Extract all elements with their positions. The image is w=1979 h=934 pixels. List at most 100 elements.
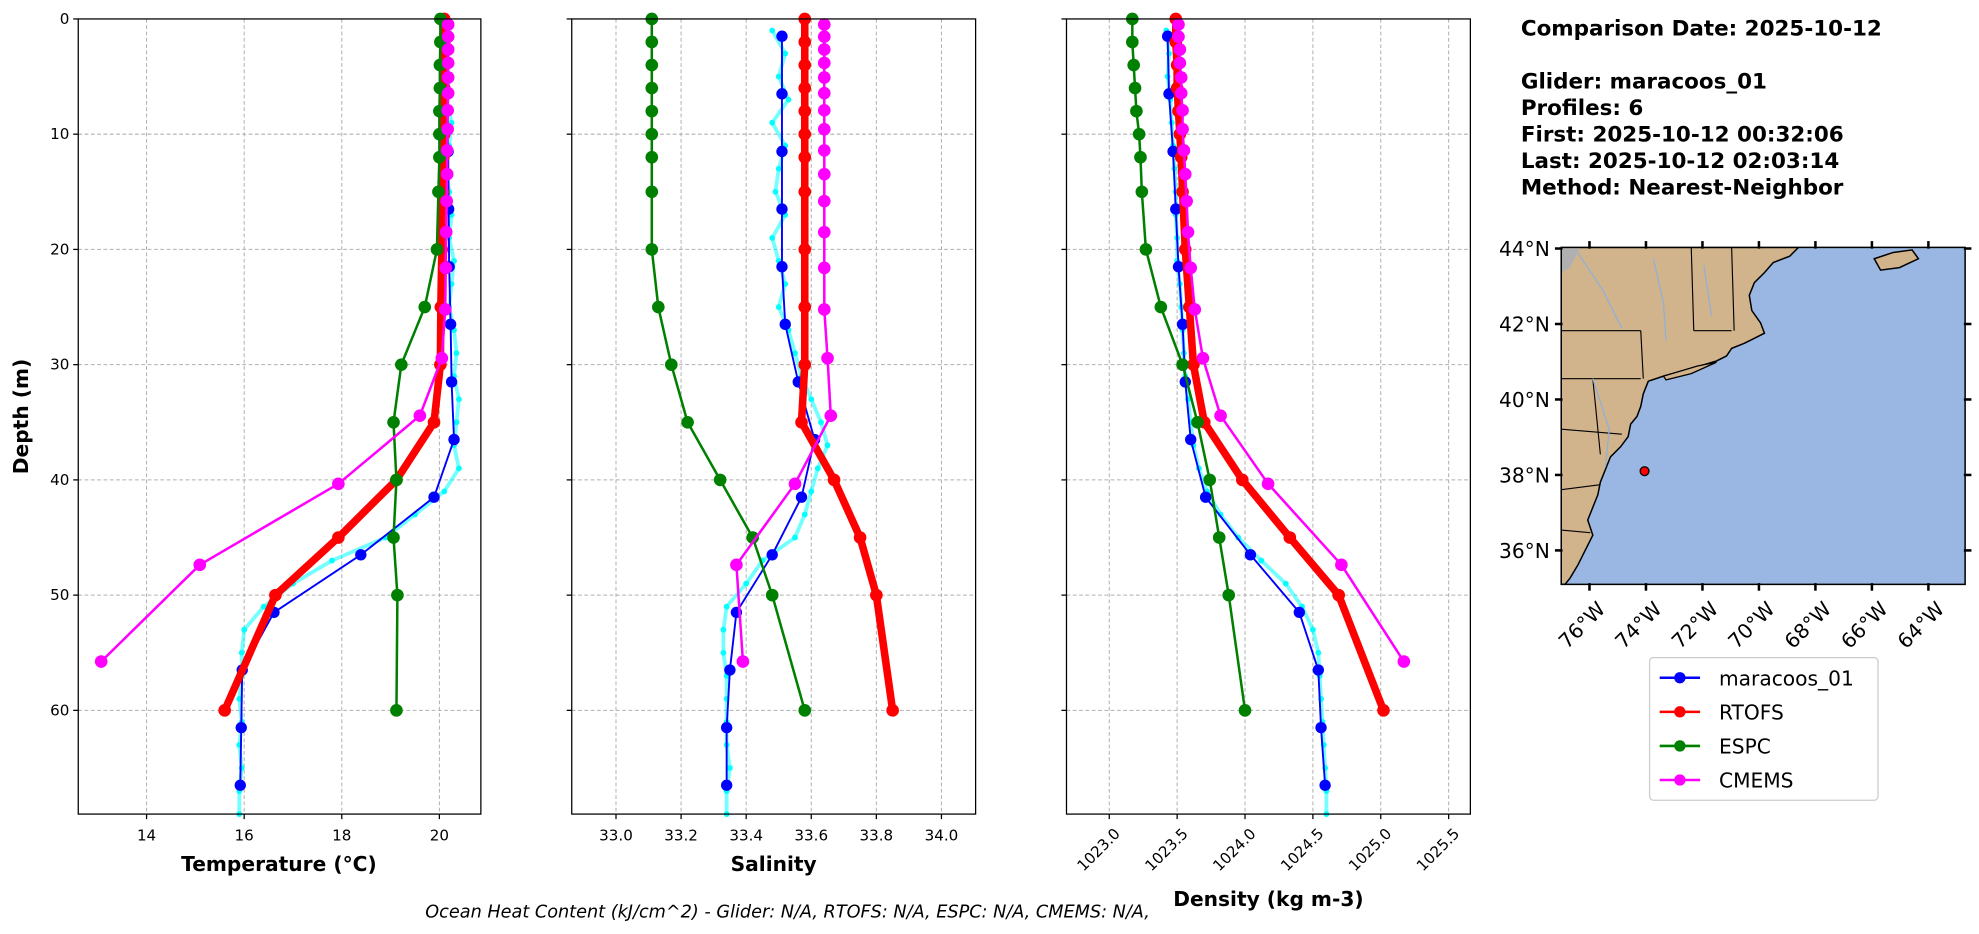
marker: [441, 122, 454, 136]
marker: [720, 721, 733, 734]
x-tick-label: 33.6: [794, 827, 828, 845]
marker: [795, 491, 808, 503]
raw-point: [801, 511, 808, 518]
raw-point: [1282, 580, 1289, 587]
marker: [439, 261, 453, 275]
x-tick-label: 1025.5: [1413, 825, 1463, 875]
marker: [441, 56, 455, 70]
raw-point: [818, 419, 824, 426]
marker: [776, 261, 788, 273]
x-tick-label: 14: [137, 827, 156, 845]
marker: [444, 318, 457, 331]
marker: [1134, 150, 1147, 164]
raw-point: [1309, 626, 1316, 633]
marker: [1335, 558, 1348, 572]
marker: [418, 300, 432, 314]
map-lon-label: 68°W: [1780, 597, 1836, 653]
marker: [193, 558, 207, 572]
land: [1561, 247, 1800, 585]
marker: [827, 473, 841, 487]
raw-point: [743, 580, 750, 587]
x-tick-label: 1025.0: [1345, 825, 1395, 875]
raw-point: [769, 27, 776, 34]
marker: [645, 185, 659, 199]
marker: [798, 58, 812, 72]
marker: [795, 415, 808, 429]
map-lon-label: 74°W: [1610, 597, 1666, 653]
raw-point: [329, 557, 335, 564]
marker: [387, 531, 400, 544]
marker: [355, 549, 367, 561]
marker: [413, 409, 427, 423]
marker: [798, 243, 812, 256]
marker: [441, 86, 455, 100]
marker: [1214, 409, 1227, 423]
y-tick-label: 30: [50, 356, 69, 374]
marker: [1185, 433, 1197, 446]
marker: [681, 415, 694, 429]
x-axis-label: Salinity: [731, 852, 817, 876]
raw-point: [772, 188, 779, 195]
raw-point: [814, 465, 821, 472]
marker: [1319, 779, 1331, 791]
marker: [1377, 704, 1390, 717]
map-lon-label: 76°W: [1554, 597, 1610, 653]
marker: [1332, 588, 1345, 602]
y-axis-label: Depth (m): [9, 359, 33, 474]
info-line: First: 2025-10-12 00:32:06: [1521, 122, 1844, 147]
rivers: [1577, 252, 1713, 468]
raw-point: [808, 488, 815, 495]
marker: [1132, 127, 1146, 141]
marker: [1244, 549, 1257, 561]
lakes: [1561, 247, 1581, 273]
marker: [269, 588, 282, 602]
marker: [1130, 104, 1143, 118]
x-tick-label: 18: [332, 827, 351, 845]
marker: [235, 721, 247, 734]
plot-area: [571, 18, 976, 815]
marker: [1235, 473, 1249, 487]
marker: [776, 88, 788, 100]
marker: [817, 303, 831, 316]
marker: [440, 194, 454, 208]
marker: [1135, 185, 1149, 199]
marker: [440, 167, 454, 181]
legend-label: RTOFS: [1719, 700, 1784, 724]
raw-point: [720, 649, 727, 656]
map-lat-label: 40°N: [1499, 388, 1550, 412]
info-line: Comparison Date: 2025-10-12: [1521, 16, 1882, 41]
marker: [94, 655, 108, 668]
marker: [1174, 86, 1188, 100]
marker: [645, 127, 659, 141]
marker: [1238, 704, 1252, 717]
raw-point: [441, 488, 448, 495]
marker: [645, 35, 659, 49]
raw-point: [241, 626, 248, 633]
marker: [776, 145, 788, 158]
state-borders: [1561, 247, 1735, 534]
map-lat-label: 42°N: [1499, 313, 1550, 337]
raw-point: [456, 465, 462, 472]
marker: [886, 704, 899, 717]
marker: [870, 588, 883, 602]
marker: [1293, 606, 1305, 619]
marker: [1283, 531, 1297, 544]
marker: [1176, 358, 1189, 371]
legend-marker: [1674, 706, 1686, 718]
marker: [817, 43, 831, 56]
marker: [435, 351, 449, 365]
marker: [332, 531, 345, 544]
marker: [441, 18, 455, 31]
marker: [645, 81, 659, 95]
marker: [1172, 261, 1185, 273]
marker: [1187, 358, 1200, 371]
marker: [779, 318, 791, 331]
marker: [798, 150, 812, 164]
marker: [448, 433, 460, 446]
info-line: Last: 2025-10-12 02:03:14: [1521, 149, 1839, 174]
marker: [817, 86, 831, 100]
x-tick-label: 16: [235, 827, 254, 845]
map-frame: [1560, 246, 1966, 586]
